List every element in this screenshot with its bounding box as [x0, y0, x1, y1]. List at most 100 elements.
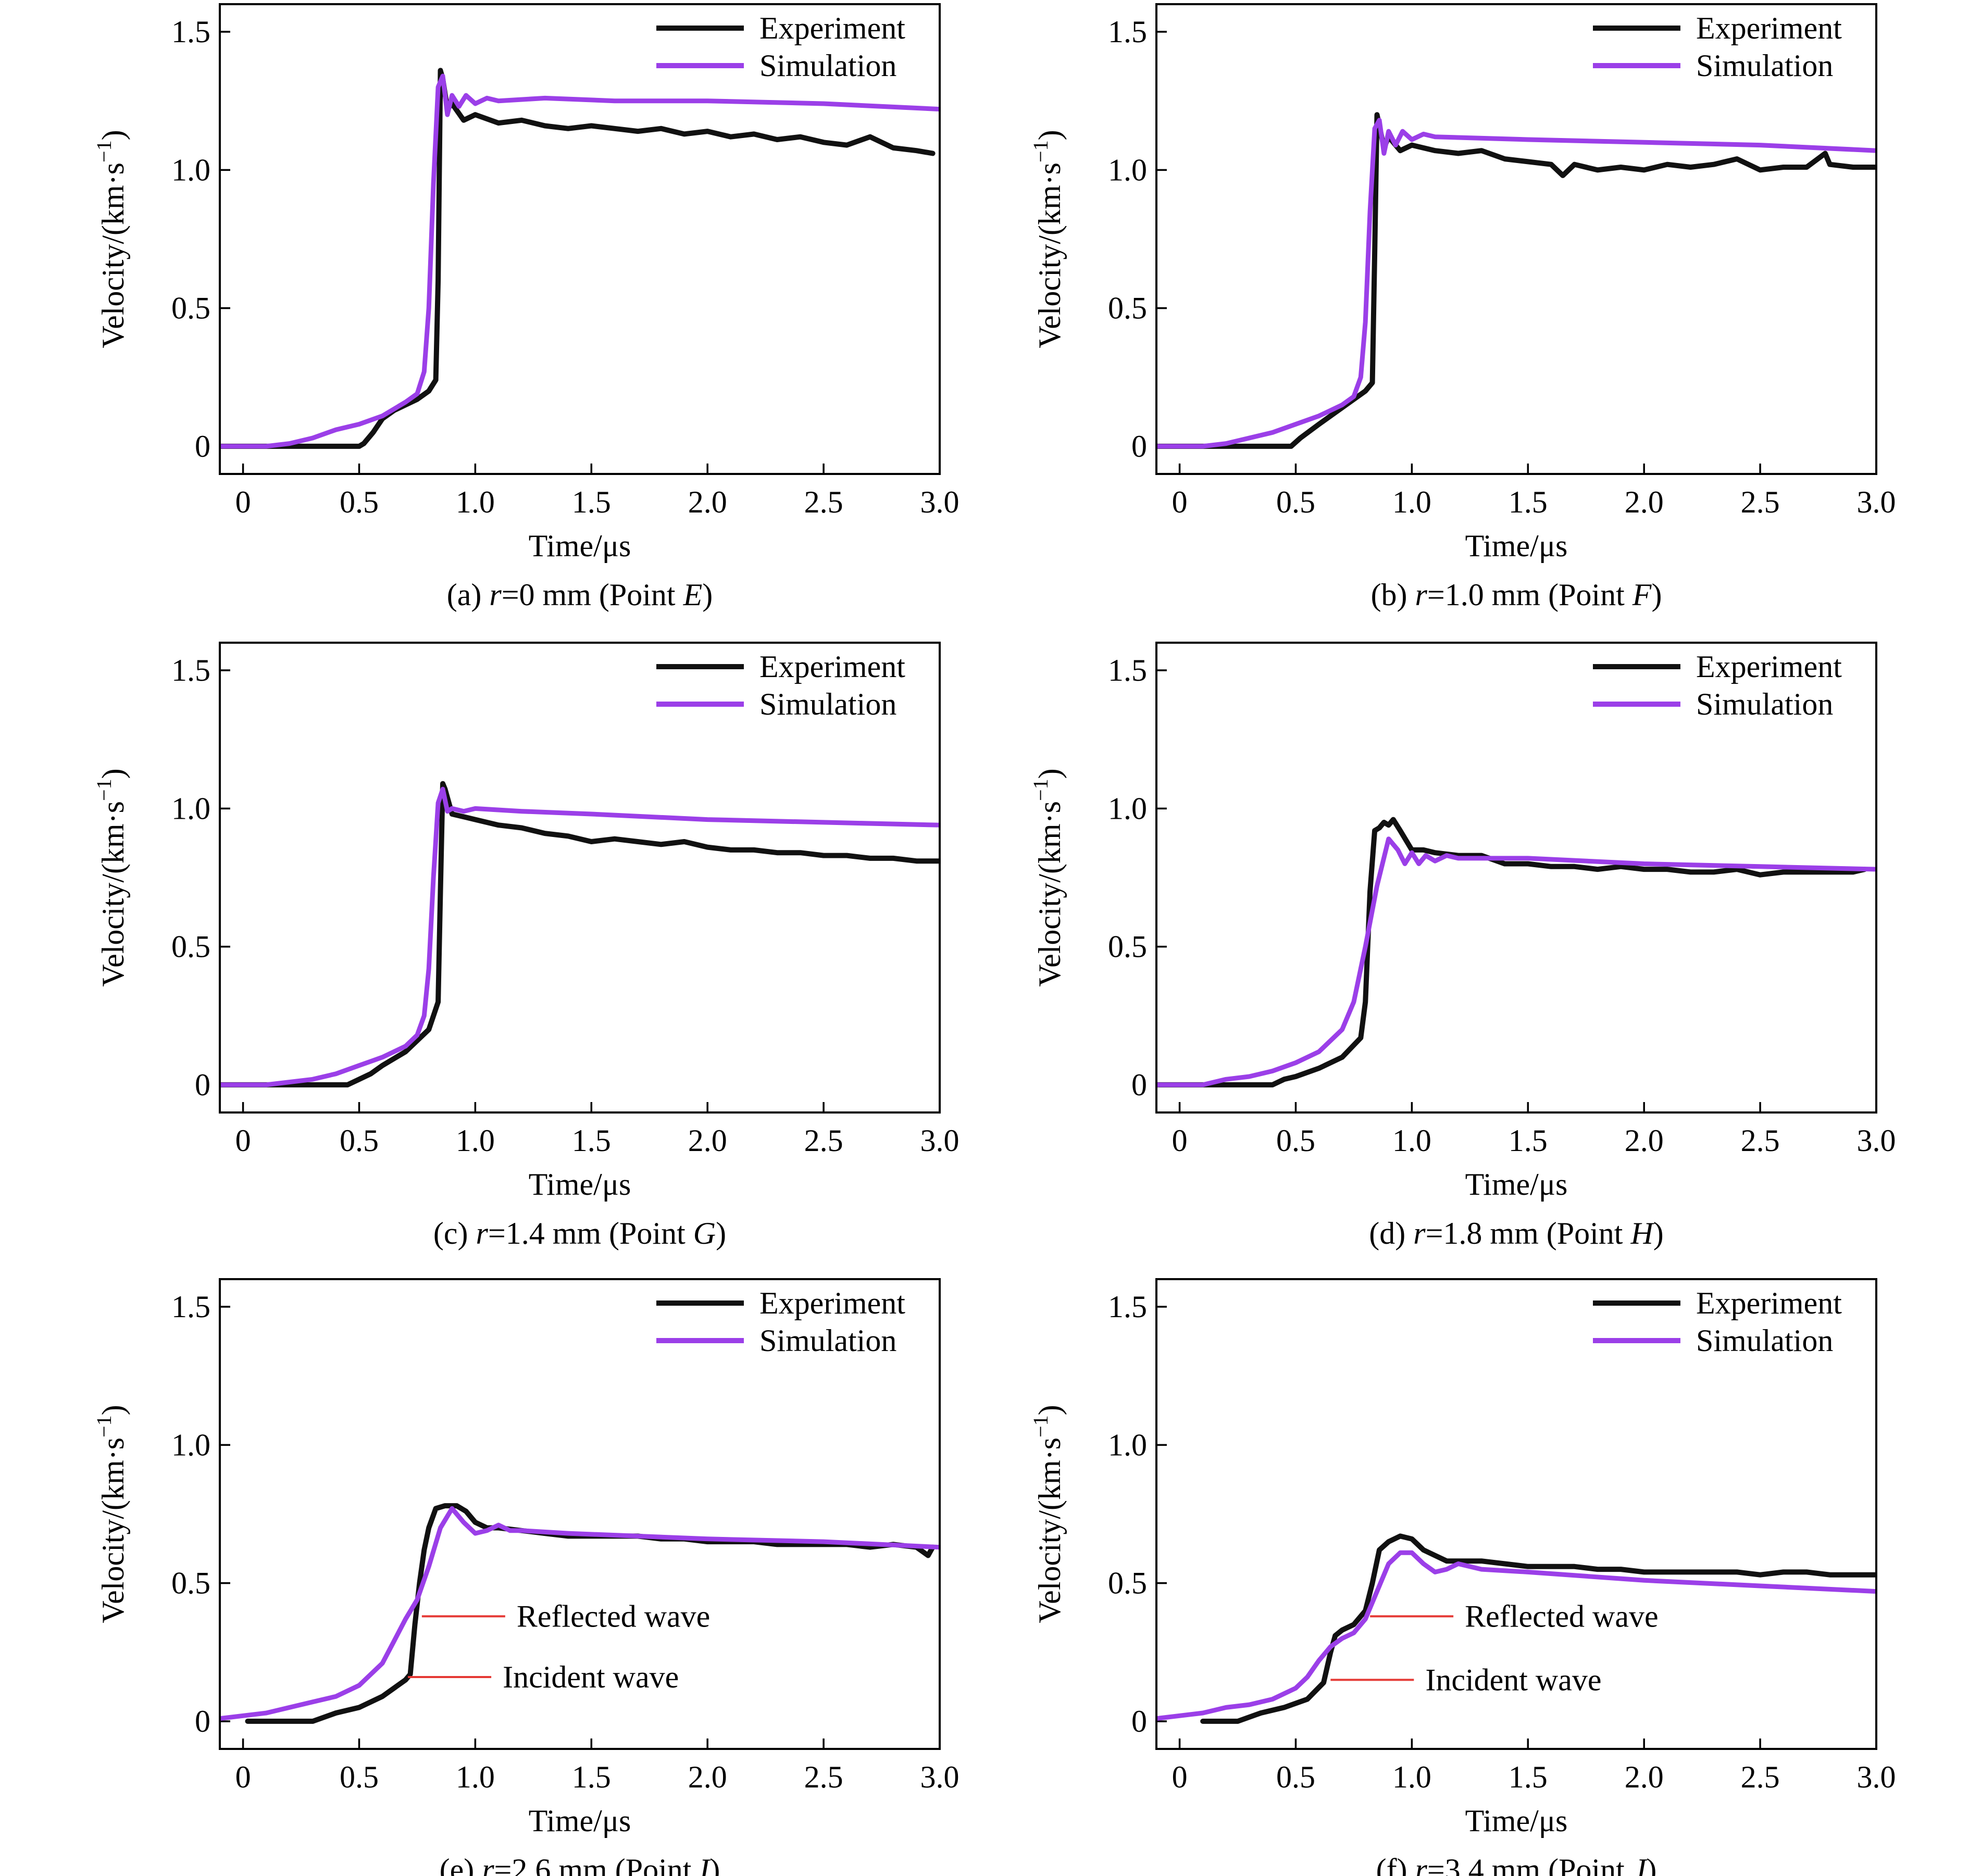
- x-tick-label: 2.0: [1625, 1760, 1664, 1794]
- x-tick-label: 0.5: [340, 1760, 379, 1794]
- caption-radius: =1.4 mm (Point: [488, 1216, 693, 1250]
- y-axis-label-main: Velocity/(km·s: [1032, 801, 1067, 987]
- y-axis-label-exponent: −1: [92, 1415, 116, 1437]
- x-tick-label: 2.5: [804, 1760, 843, 1794]
- x-tick-label: 2.0: [1625, 1123, 1664, 1158]
- chart-panel-f: 0 0.5 1.0 1.5 2.0 2.5 3.0 0 0.5 1.0 1.5 Time/μs Velo…: [1029, 1278, 1896, 1876]
- series-line-experiment: [1200, 1533, 1875, 1724]
- legend-label-simulation: Simulation: [759, 1323, 896, 1358]
- x-tick-label: 0: [235, 1760, 251, 1794]
- y-tick-label: 0: [195, 1704, 210, 1739]
- x-tick-label: 3.0: [920, 1760, 959, 1794]
- y-axis-label: Velocity/(km·s−1): [92, 1405, 130, 1623]
- y-axis-label-close: ): [96, 768, 130, 779]
- chart-panel-b: 0 0.5 1.0 1.5 2.0 2.5 3.0 0 0.5 1.0 1.5 Time/μs Velo…: [1029, 3, 1896, 612]
- x-tick-label: 1.5: [1509, 1760, 1548, 1794]
- series-line-simulation: [1157, 836, 1875, 1087]
- y-axis-label-main: Velocity/(km·s: [96, 162, 130, 348]
- annotation-incident-wave: Incident wave: [1425, 1662, 1601, 1697]
- y-tick-label: 0.5: [171, 1566, 210, 1600]
- x-tick-label: 1.5: [572, 1123, 611, 1158]
- x-tick-label: 0: [235, 485, 251, 519]
- y-tick-label: 0: [1131, 1704, 1147, 1739]
- x-tick-label: 0.5: [1276, 485, 1315, 519]
- caption-point: E: [683, 578, 703, 612]
- caption-prefix: (b): [1371, 578, 1415, 612]
- y-tick-label: 0.5: [1108, 291, 1147, 326]
- x-tick-label: 1.0: [1392, 1760, 1431, 1794]
- y-tick-label: 1.0: [171, 1428, 210, 1462]
- legend-label-simulation: Simulation: [1696, 687, 1833, 721]
- x-tick-label: 0: [235, 1123, 251, 1158]
- y-tick-label: 1.5: [171, 1290, 210, 1324]
- panel-caption: (c) r=1.4 mm (Point G): [433, 1216, 726, 1250]
- caption-point: I: [699, 1853, 711, 1876]
- x-tick-label: 0.5: [340, 485, 379, 519]
- series-line-simulation: [1157, 118, 1875, 449]
- y-axis-label: Velocity/(km·s−1): [92, 130, 130, 348]
- legend-label-experiment: Experiment: [759, 649, 905, 684]
- caption-variable: r: [1413, 1216, 1426, 1250]
- x-axis-label: Time/μs: [1465, 1167, 1568, 1202]
- y-axis-label-close: ): [96, 1405, 130, 1415]
- x-tick-label: 2.0: [1625, 485, 1664, 519]
- x-axis-label: Time/μs: [529, 529, 631, 563]
- caption-variable: r: [482, 1853, 494, 1876]
- x-tick-label: 3.0: [920, 485, 959, 519]
- caption-radius: =3.4 mm (Point: [1427, 1853, 1632, 1876]
- y-tick-label: 0.5: [171, 930, 210, 964]
- y-axis-label-close: ): [96, 130, 130, 140]
- y-axis-label: Velocity/(km·s−1): [1029, 1405, 1067, 1623]
- y-tick-label: 1.0: [171, 153, 210, 187]
- chart-panel-a: 0 0.5 1.0 1.5 2.0 2.5 3.0 0 0.5 1.0 1.5 Time/μs Velo…: [92, 3, 959, 612]
- caption-prefix: (f): [1376, 1853, 1415, 1876]
- caption-close: ): [716, 1216, 726, 1250]
- caption-variable: r: [489, 578, 502, 612]
- x-tick-label: 1.0: [456, 1123, 495, 1158]
- caption-radius: =2.6 mm (Point: [494, 1853, 700, 1876]
- x-tick-label: 2.0: [688, 1123, 727, 1158]
- caption-close: ): [1646, 1853, 1656, 1876]
- x-tick-label: 3.0: [1857, 485, 1896, 519]
- plot-frame: [219, 3, 941, 475]
- y-axis-label-exponent: −1: [92, 779, 116, 801]
- x-tick-label: 2.0: [688, 485, 727, 519]
- x-tick-label: 3.0: [1857, 1123, 1896, 1158]
- y-axis-label-main: Velocity/(km·s: [96, 1437, 130, 1623]
- y-axis-label-close: ): [1032, 130, 1067, 140]
- series-line-experiment: [221, 781, 939, 1087]
- plot-frame: [219, 642, 941, 1114]
- caption-radius: =0 mm (Point: [502, 578, 683, 612]
- caption-prefix: (e): [440, 1853, 482, 1876]
- y-tick-label: 1.5: [1108, 15, 1147, 49]
- caption-prefix: (a): [447, 578, 490, 612]
- y-axis-label: Velocity/(km·s−1): [1029, 130, 1067, 348]
- panel-caption: (a) r=0 mm (Point E): [447, 578, 713, 612]
- panel-caption: (b) r=1.0 mm (Point F): [1371, 578, 1662, 612]
- x-tick-label: 2.5: [804, 485, 843, 519]
- y-axis-label-exponent: −1: [1029, 779, 1052, 801]
- x-tick-label: 0.5: [1276, 1123, 1315, 1158]
- x-tick-label: 2.5: [804, 1123, 843, 1158]
- y-tick-label: 1.5: [1108, 1290, 1147, 1324]
- y-tick-label: 1.0: [171, 791, 210, 826]
- y-tick-label: 0: [195, 1068, 210, 1102]
- x-tick-label: 2.5: [1741, 485, 1780, 519]
- y-axis-label-main: Velocity/(km·s: [1032, 162, 1067, 348]
- x-tick-label: 0: [1172, 1123, 1188, 1158]
- x-tick-label: 0: [1172, 485, 1188, 519]
- legend-label-experiment: Experiment: [759, 11, 905, 45]
- x-tick-label: 1.5: [572, 1760, 611, 1794]
- x-axis-label: Time/μs: [1465, 1804, 1568, 1838]
- chart-panel-d: 0 0.5 1.0 1.5 2.0 2.5 3.0 0 0.5 1.0 1.5 Time/μs Velo…: [1029, 642, 1896, 1250]
- y-tick-label: 0: [1131, 429, 1147, 464]
- legend-label-experiment: Experiment: [1696, 11, 1842, 45]
- x-axis-label: Time/μs: [529, 1804, 631, 1838]
- caption-variable: r: [1415, 578, 1428, 612]
- caption-close: ): [1651, 578, 1662, 612]
- panel-caption: (e) r=2.6 mm (Point I): [440, 1853, 720, 1876]
- x-axis-label: Time/μs: [529, 1167, 631, 1202]
- y-tick-label: 0.5: [1108, 930, 1147, 964]
- y-tick-label: 1.5: [171, 15, 210, 49]
